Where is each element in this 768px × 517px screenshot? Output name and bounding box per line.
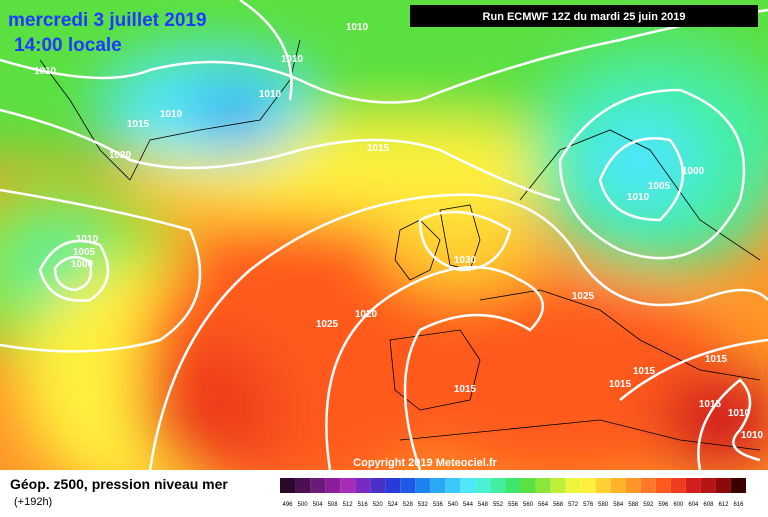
- scale-label: 616: [733, 502, 744, 508]
- isobar-label: 1010: [281, 54, 304, 65]
- scale-label: 532: [418, 502, 429, 508]
- coastlines: [39, 39, 761, 451]
- scale-swatch: [625, 478, 641, 493]
- isobars: [0, 0, 768, 471]
- isobar-label: 1010: [76, 234, 99, 245]
- scale-swatch: [490, 478, 506, 493]
- run-info: Run ECMWF 12Z du mardi 25 juin 2019: [483, 11, 686, 23]
- isobar-label: 1010: [160, 109, 183, 120]
- scale-label: 508: [328, 502, 339, 508]
- run-box: [410, 5, 758, 27]
- isobar-label: 1010: [346, 22, 369, 33]
- scale-swatch: [445, 478, 461, 493]
- scale-label: 588: [628, 502, 639, 508]
- scale-swatch: [610, 478, 626, 493]
- scale-label: 496: [283, 502, 294, 508]
- scale-swatch: [415, 478, 431, 493]
- scale-swatch: [535, 478, 551, 493]
- isobar-label: 1015: [127, 119, 150, 130]
- isobar-label: 1015: [699, 399, 722, 410]
- isobar-label: 1015: [705, 354, 728, 365]
- scale-swatch: [655, 478, 671, 493]
- lead-time: (+192h): [14, 496, 52, 508]
- isobar-label: 1025: [316, 319, 339, 330]
- field: [0, 0, 768, 500]
- scale-swatch: [310, 478, 326, 493]
- isobar-label: 1005: [73, 247, 96, 258]
- scale-label: 528: [403, 502, 414, 508]
- isobar-label: 1020: [109, 150, 132, 161]
- scale-label: 568: [553, 502, 564, 508]
- isobar-label: 1010: [728, 408, 751, 419]
- scale-swatch: [475, 478, 491, 493]
- scale-label: 512: [343, 502, 354, 508]
- date: mercredi 3 juillet 2019: [8, 10, 207, 31]
- scale-swatch: [355, 478, 371, 493]
- isobar-label: 1010: [34, 66, 57, 77]
- isobar-label: 1020: [355, 309, 378, 320]
- scale-swatch: [505, 478, 521, 493]
- scale-swatch: [565, 478, 581, 493]
- scale-swatch: [550, 478, 566, 493]
- isobar-label: 1025: [572, 291, 595, 302]
- scale-label: 584: [613, 502, 624, 508]
- time: 14:00 locale: [14, 35, 122, 56]
- scale-swatch: [715, 478, 731, 493]
- scale-swatch: [700, 478, 716, 493]
- isobar-label: 1000: [71, 259, 94, 270]
- scale-swatch: [685, 478, 701, 493]
- scale-label: 520: [373, 502, 384, 508]
- scale-swatch: [460, 478, 476, 493]
- isobar-label: 1010: [259, 89, 282, 100]
- scale-label: 536: [433, 502, 444, 508]
- scale-swatch: [580, 478, 596, 493]
- scale-label: 524: [388, 502, 399, 508]
- scale-label: 504: [313, 502, 324, 508]
- scale-label: 564: [538, 502, 549, 508]
- isobar-label: 1000: [682, 166, 705, 177]
- scale-swatch: [295, 478, 311, 493]
- scale-label: 612: [718, 502, 729, 508]
- scale-label: 592: [643, 502, 654, 508]
- scale-label: 552: [493, 502, 504, 508]
- scale-swatch: [385, 478, 401, 493]
- legend-title: Géop. z500, pression niveau mer: [10, 476, 228, 492]
- scale-swatch: [430, 478, 446, 493]
- copyright: Copyright 2019 Meteociel.fr: [353, 457, 497, 469]
- scale-swatch: [640, 478, 656, 493]
- scale-swatch: [370, 478, 386, 493]
- isobar-label: 1015: [609, 379, 632, 390]
- scale-swatch: [595, 478, 611, 493]
- scale-label: 596: [658, 502, 669, 508]
- scale-label: 576: [583, 502, 594, 508]
- scale-label: 544: [463, 502, 474, 508]
- scale-label: 516: [358, 502, 369, 508]
- scale-label: 560: [523, 502, 534, 508]
- isobar-label: 1005: [648, 181, 671, 192]
- scale-label: 600: [673, 502, 684, 508]
- scale-label: 580: [598, 502, 609, 508]
- scale-swatch: [520, 478, 536, 493]
- scale-label: 556: [508, 502, 519, 508]
- isobar-label: 1010: [627, 192, 650, 203]
- scale-swatch: [670, 478, 686, 493]
- isobar-label: 1015: [367, 143, 390, 154]
- isobar-label: 1015: [633, 366, 656, 377]
- scale-swatch: [325, 478, 341, 493]
- scale-label: 572: [568, 502, 579, 508]
- isobar-label: 1030: [454, 255, 477, 266]
- isobar-label: 1010: [741, 430, 764, 441]
- scale-label: 500: [298, 502, 309, 508]
- scale-label: 540: [448, 502, 459, 508]
- isobar-label: 1015: [454, 384, 477, 395]
- scale-label: 608: [703, 502, 714, 508]
- scale-swatch: [340, 478, 356, 493]
- scale-label: 548: [478, 502, 489, 508]
- scale-label: 604: [688, 502, 699, 508]
- scale-swatch: [400, 478, 416, 493]
- scale-swatch: [730, 478, 746, 493]
- scale-swatch: [280, 478, 296, 493]
